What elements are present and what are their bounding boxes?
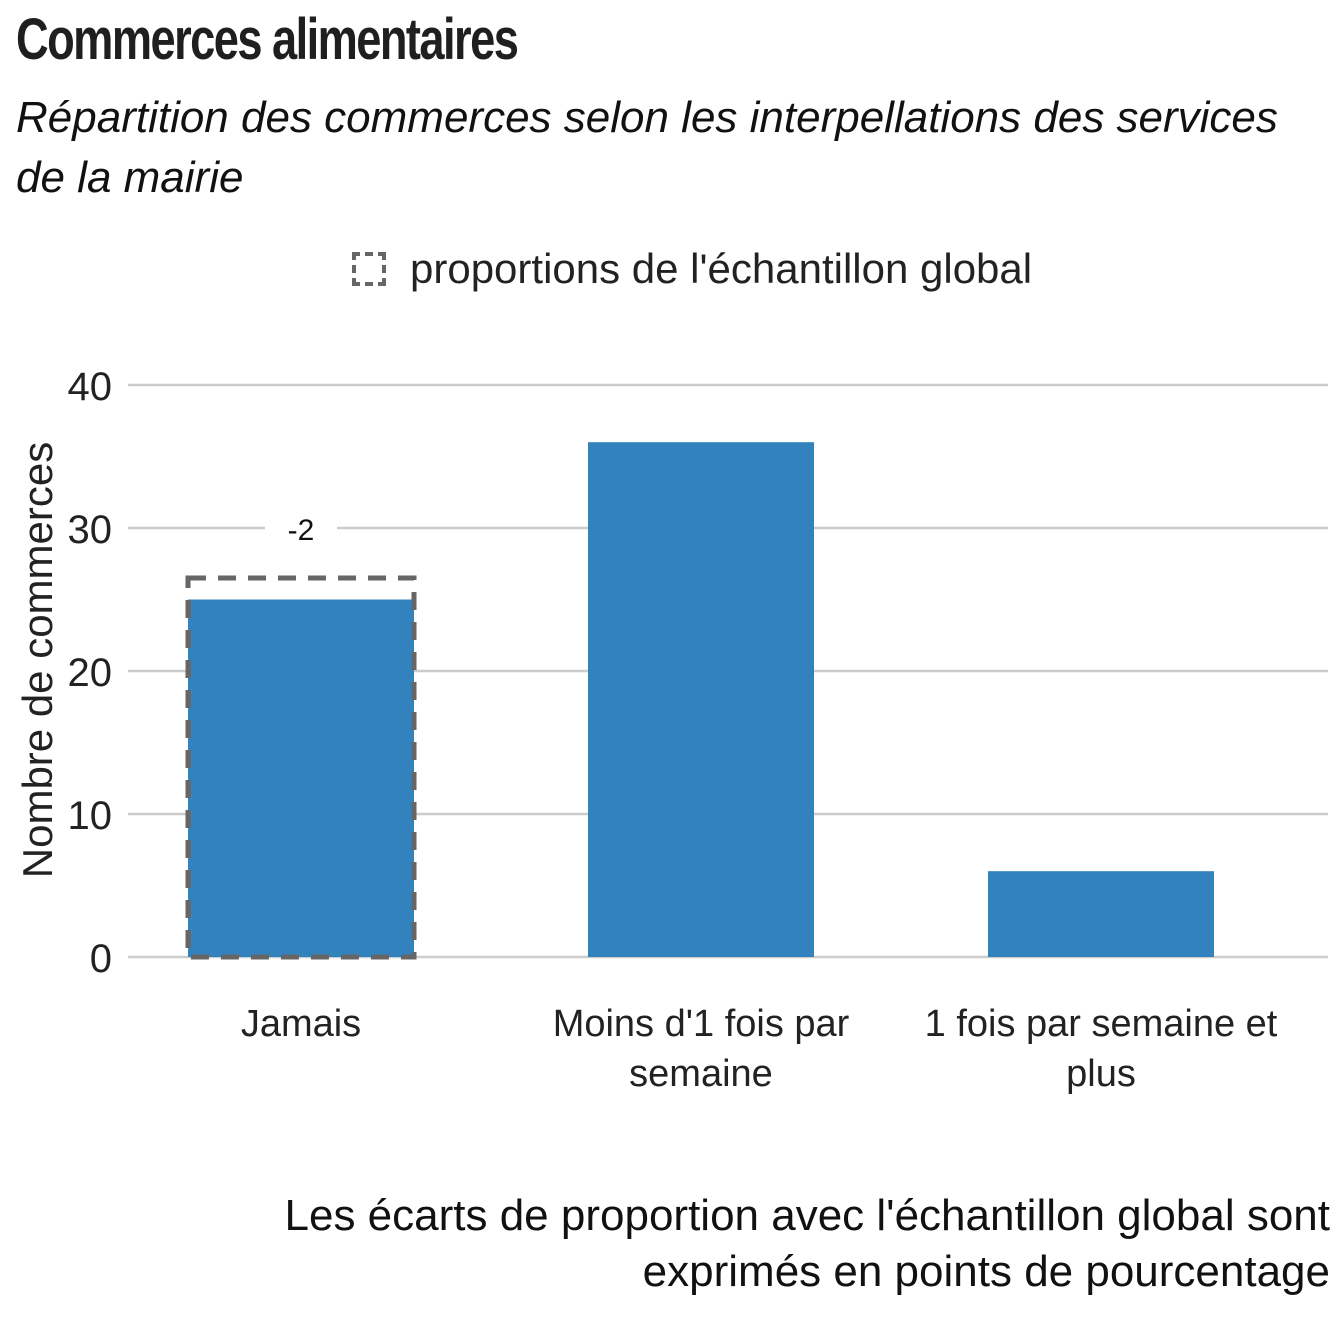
chart-title: Commerces alimentaires <box>16 7 519 72</box>
legend: proportions de l'échantillon global <box>352 244 1032 294</box>
legend-label: proportions de l'échantillon global <box>410 245 1033 292</box>
bar-2 <box>988 871 1214 957</box>
bars <box>188 442 1214 957</box>
deviation-label-0: -2 <box>288 514 315 547</box>
deviation-label-bg-0 <box>265 510 337 551</box>
x-tick-label-0-0: Jamais <box>241 1003 361 1045</box>
bar-0 <box>188 599 414 957</box>
x-tick-label-2-0: 1 fois par semaine et <box>925 1003 1278 1045</box>
x-tick-label-1-1: semaine <box>629 1053 773 1095</box>
bar-1 <box>588 442 814 957</box>
y-tick-labels: 0 10 20 30 40 <box>68 365 113 981</box>
x-tick-label-1-0: Moins d'1 fois par <box>553 1003 850 1045</box>
y-tick-label-20: 20 <box>68 651 113 695</box>
y-tick-label-0: 0 <box>90 937 112 981</box>
footnote: Les écarts de proportion avec l'échantil… <box>285 1188 1331 1300</box>
y-tick-label-10: 10 <box>68 794 113 838</box>
chart-subtitle: Répartition des commerces selon les inte… <box>16 93 1278 202</box>
x-tick-label-2-1: plus <box>1066 1053 1136 1095</box>
footnote-line-1: Les écarts de proportion avec l'échantil… <box>284 1191 1331 1240</box>
reference-outline-0 <box>185 575 417 960</box>
x-tick-labels: Jamais Moins d'1 fois par semaine 1 fois pa… <box>241 1003 1278 1095</box>
y-axis-label: Nombre de commerces <box>14 442 61 878</box>
reference-outlines: -2 <box>185 510 417 960</box>
y-tick-label-30: 30 <box>68 508 113 552</box>
footnote-line-2: exprimés en points de pourcentage <box>642 1247 1330 1296</box>
y-tick-label-40: 40 <box>68 365 113 409</box>
legend-swatch-dashed <box>352 252 386 286</box>
